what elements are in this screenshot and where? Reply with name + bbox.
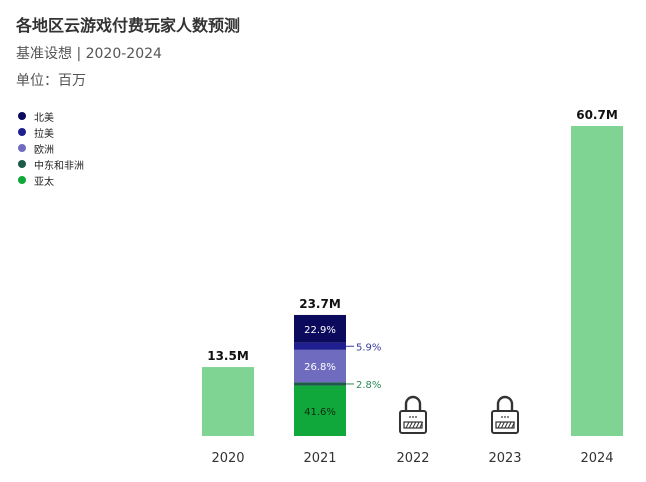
legend-swatch — [18, 128, 26, 136]
legend-label: 中东和非洲 — [34, 160, 84, 172]
value-label: 60.7M — [576, 108, 618, 122]
legend-item-north-america: 北美 — [18, 108, 84, 124]
x-tick-label: 2022 — [396, 451, 429, 466]
chart-title: 各地区云游戏付费玩家人数预测 — [16, 16, 241, 35]
legend-label: 北美 — [34, 112, 54, 124]
legend-label: 亚太 — [34, 176, 54, 188]
segment-label: 26.8% — [304, 362, 336, 373]
bar-segment — [294, 349, 346, 383]
x-tick-label: 2020 — [211, 451, 244, 466]
value-label: 23.7M — [299, 297, 341, 311]
bar-segment — [294, 342, 346, 350]
bar — [202, 367, 254, 436]
legend-swatch — [18, 112, 26, 120]
legend-swatch — [18, 176, 26, 184]
legend: 北美 拉美 欧洲 中东和非洲 亚太 — [18, 108, 84, 188]
segment-label: 41.6% — [304, 407, 336, 418]
legend-item-europe: 欧洲 — [18, 140, 84, 156]
legend-swatch — [18, 144, 26, 152]
bar-segment — [294, 314, 346, 343]
segment-label: 2.8% — [356, 380, 381, 391]
x-tick-label: 2023 — [488, 451, 521, 466]
legend-label: 拉美 — [34, 128, 54, 140]
bar — [571, 126, 623, 436]
lock-icon — [491, 395, 519, 434]
bar-segment — [294, 382, 346, 386]
segment-label: 22.9% — [304, 325, 336, 336]
bar-segment — [294, 385, 346, 436]
value-label: 13.5M — [207, 349, 249, 363]
lock-icon — [399, 395, 427, 434]
chart-subtitle: 基准设想 | 2020-2024 — [16, 46, 162, 62]
legend-item-latin-america: 拉美 — [18, 124, 84, 140]
legend-swatch — [18, 160, 26, 168]
legend-item-mea: 中东和非洲 — [18, 156, 84, 172]
legend-label: 欧洲 — [34, 144, 54, 156]
x-tick-label: 2024 — [580, 451, 613, 466]
x-tick-label: 2021 — [303, 451, 336, 466]
segment-label: 5.9% — [356, 342, 381, 353]
unit-label: 单位：百万 — [16, 73, 86, 89]
legend-item-apac: 亚太 — [18, 172, 84, 188]
